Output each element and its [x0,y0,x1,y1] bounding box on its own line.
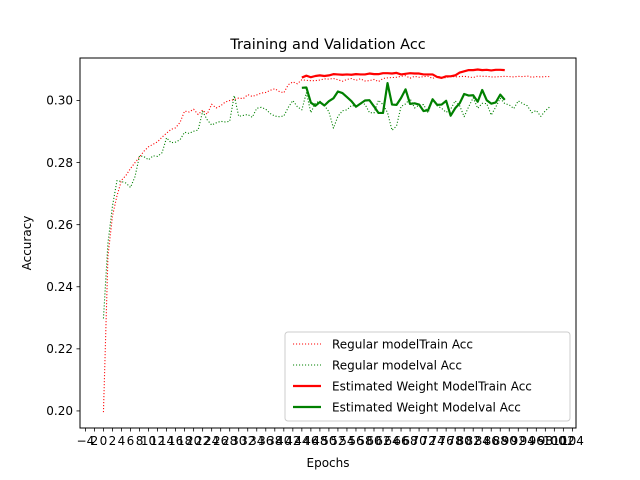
x-tick-label: 104 [561,434,584,448]
legend-label: Estimated Weight ModelTrain Acc [332,380,532,394]
y-tick-label: 0.30 [46,94,73,108]
x-tick-label: −4 [77,434,95,448]
x-tick-label: 88 [493,434,508,448]
x-tick-label: 74 [429,434,444,448]
x-tick-label: 82 [466,434,481,448]
x-tick-label: 26 [213,434,228,448]
x-tick-label: 52 [330,434,345,448]
y-tick-label: 0.26 [46,218,73,232]
x-tick-label: 86 [484,434,499,448]
y-axis: 0.20 0.22 0.24 0.26 0.28 0.30 [46,94,80,418]
series-line-2 [102,92,551,319]
x-tick-label: 98 [538,434,553,448]
x-tick-label: 94 [520,434,535,448]
x-tick-label: 54 [339,434,354,448]
x-tick-label: 42 [285,434,300,448]
x-tick-label: 72 [420,434,435,448]
y-tick-label: 0.20 [46,404,73,418]
series-line-4 [301,82,506,117]
x-tick-label: 50 [321,434,336,448]
x-axis-title: Epochs [307,456,350,470]
x-tick-label: 76 [438,434,453,448]
x-tick-label: 14 [159,434,174,448]
y-tick-label: 0.22 [46,342,73,356]
legend-label: Regular modelTrain Acc [332,338,473,352]
x-tick-label: 18 [177,434,192,448]
x-tick-label: 34 [249,434,264,448]
x-tick-label: 84 [475,434,490,448]
x-tick-label: 64 [384,434,399,448]
y-tick-label: 0.28 [46,156,73,170]
x-tick-label: 48 [312,434,327,448]
x-tick-label: 2 [109,434,117,448]
y-tick-label: 0.24 [46,280,73,294]
x-axis: −42 0 2 4 6 810121416182022242628303234363840… [77,428,584,448]
x-tick-label: 40 [276,434,291,448]
x-tick-label: 70 [411,434,426,448]
x-tick-label: 28 [222,434,237,448]
x-tick-label: 0 [100,434,108,448]
x-tick-label: 38 [267,434,282,448]
x-tick-label: 68 [402,434,417,448]
x-tick-label: 24 [204,434,219,448]
x-tick-label: 56 [348,434,363,448]
x-tick-label: 12 [150,434,165,448]
legend: Regular modelTrain Acc Regular modelval A… [284,331,571,422]
x-tick-label: 102 [552,434,575,448]
legend-label: Estimated Weight Modelval Acc [332,401,521,415]
series-line-3 [301,68,505,79]
x-tick-label: 80 [457,434,472,448]
x-tick-label: 60 [366,434,381,448]
x-tick-label: 10 [141,434,156,448]
x-tick-label: 46 [303,434,318,448]
x-tick-label: 16 [168,434,183,448]
x-tick-label: 30 [231,434,246,448]
x-tick-label: 78 [448,434,463,448]
x-tick-label: 66 [393,434,408,448]
x-tick-label: 32 [240,434,255,448]
x-tick-label: 92 [511,434,526,448]
x-tick-label: 36 [258,434,273,448]
plot-area [102,68,551,413]
x-tick-label: 62 [375,434,390,448]
x-tick-label: 4 [118,434,126,448]
x-tick-label: 58 [357,434,372,448]
x-tick-label: 6 [127,434,135,448]
x-tick-label: 44 [294,434,309,448]
plot-frame [79,57,577,429]
x-tick-label: 100 [543,434,566,448]
legend-label: Regular modelval Acc [332,359,462,373]
x-tick-label: 22 [195,434,210,448]
x-tick-label: 90 [502,434,517,448]
x-tick-label: 96 [529,434,544,448]
x-tick-label: 2 [91,434,99,448]
chart-title: Training and Validation Acc [229,37,426,53]
y-axis-title: Accuracy [20,216,34,271]
x-tick-label: 20 [186,434,201,448]
legend-box [284,331,571,422]
x-tick-label: 8 [136,434,144,448]
